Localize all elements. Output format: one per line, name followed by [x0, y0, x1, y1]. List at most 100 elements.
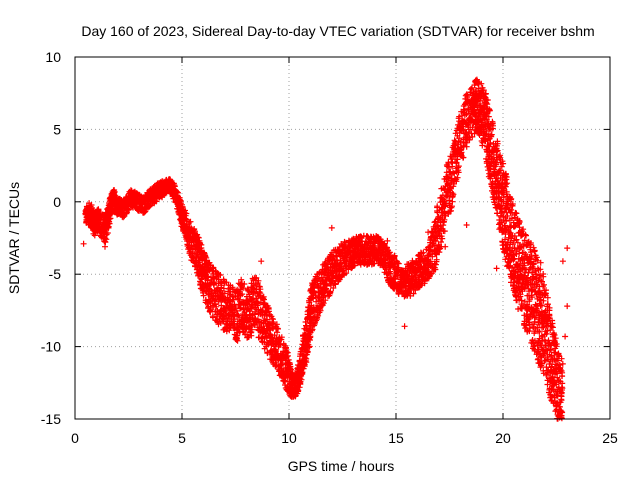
data-point: [494, 140, 501, 147]
x-tick-label: 0: [71, 430, 79, 446]
data-point: [510, 252, 517, 259]
data-point: [406, 289, 413, 296]
data-point: [395, 260, 402, 267]
data-point: [317, 307, 324, 314]
data-point: [546, 307, 553, 314]
data-point: [456, 113, 463, 120]
data-point: [503, 176, 510, 183]
data-point: [258, 258, 265, 265]
data-point: [306, 343, 313, 350]
data-point: [200, 292, 207, 299]
data-point: [541, 358, 548, 364]
data-point: [487, 132, 494, 139]
data-point: [387, 268, 394, 275]
data-point: [257, 286, 264, 293]
data-point: [328, 224, 335, 231]
data-point: [438, 239, 444, 245]
data-point: [261, 339, 268, 345]
data-point: [537, 272, 543, 279]
data-point: [544, 294, 551, 301]
data-point: [523, 232, 529, 239]
data-point: [545, 337, 552, 344]
y-tick-label: -5: [49, 266, 62, 282]
data-point: [234, 311, 241, 318]
data-point: [463, 222, 470, 228]
data-point: [249, 326, 255, 333]
data-point: [549, 324, 556, 331]
data-point: [307, 334, 314, 341]
data-point: [313, 298, 320, 305]
data-point: [450, 183, 457, 190]
data-point: [230, 296, 237, 303]
data-point: [420, 249, 427, 256]
data-point: [449, 163, 456, 170]
data-point: [494, 147, 501, 154]
data-point: [104, 230, 111, 236]
data-point: [427, 271, 434, 278]
data-point: [507, 224, 514, 231]
data-point: [504, 213, 511, 219]
plot-frame: [74, 56, 611, 420]
data-point: [436, 249, 443, 256]
data-point: [527, 249, 534, 256]
data-point: [542, 290, 549, 297]
data-point: [191, 228, 198, 235]
data-point: [232, 304, 239, 310]
data-point: [521, 237, 528, 244]
y-tick-label: 10: [45, 49, 61, 65]
data-point: [439, 235, 446, 242]
grid-lines: [75, 57, 610, 419]
y-tick-label: 5: [53, 121, 61, 137]
data-point: [486, 107, 493, 114]
data-point: [386, 249, 393, 256]
x-axis-label: GPS time / hours: [288, 458, 395, 474]
data-point: [450, 191, 457, 198]
data-point: [454, 156, 461, 163]
data-point: [466, 136, 473, 143]
data-point: [407, 292, 414, 299]
data-point: [453, 178, 460, 185]
data-point: [391, 253, 398, 260]
data-point: [480, 87, 487, 94]
data-point: [284, 352, 291, 359]
data-point: [540, 283, 546, 290]
data-point: [497, 152, 504, 159]
data-point: [541, 281, 547, 288]
data-point: [120, 214, 127, 221]
data-point: [454, 174, 461, 181]
data-point: [183, 210, 190, 217]
data-point: [516, 219, 523, 226]
data-point: [297, 381, 304, 388]
data-point: [524, 301, 531, 308]
data-point: [564, 303, 571, 310]
data-point: [497, 167, 504, 174]
data-point: [176, 194, 183, 201]
x-tick-label: 15: [388, 430, 404, 446]
data-point: [507, 196, 514, 203]
data-point: [465, 122, 472, 129]
data-point: [241, 281, 248, 287]
data-point: [287, 366, 294, 373]
data-point: [449, 194, 456, 201]
data-point: [511, 223, 518, 230]
data-point: [434, 203, 441, 210]
data-point: [217, 272, 224, 278]
data-point: [533, 254, 540, 261]
data-point: [499, 202, 505, 209]
data-point: [213, 303, 220, 310]
data-point: [488, 131, 495, 138]
y-tick-label: -10: [41, 339, 61, 355]
data-point: [511, 233, 518, 239]
data-point: [537, 277, 544, 284]
data-point: [536, 321, 543, 328]
data-point: [460, 154, 467, 161]
data-point: [502, 173, 509, 180]
data-point: [507, 229, 514, 236]
data-point: [564, 245, 571, 252]
data-point: [433, 256, 440, 263]
data-point: [537, 259, 544, 266]
data-point: [177, 198, 184, 204]
data-point: [239, 291, 246, 298]
data-point: [485, 113, 492, 120]
data-point: [484, 97, 491, 103]
